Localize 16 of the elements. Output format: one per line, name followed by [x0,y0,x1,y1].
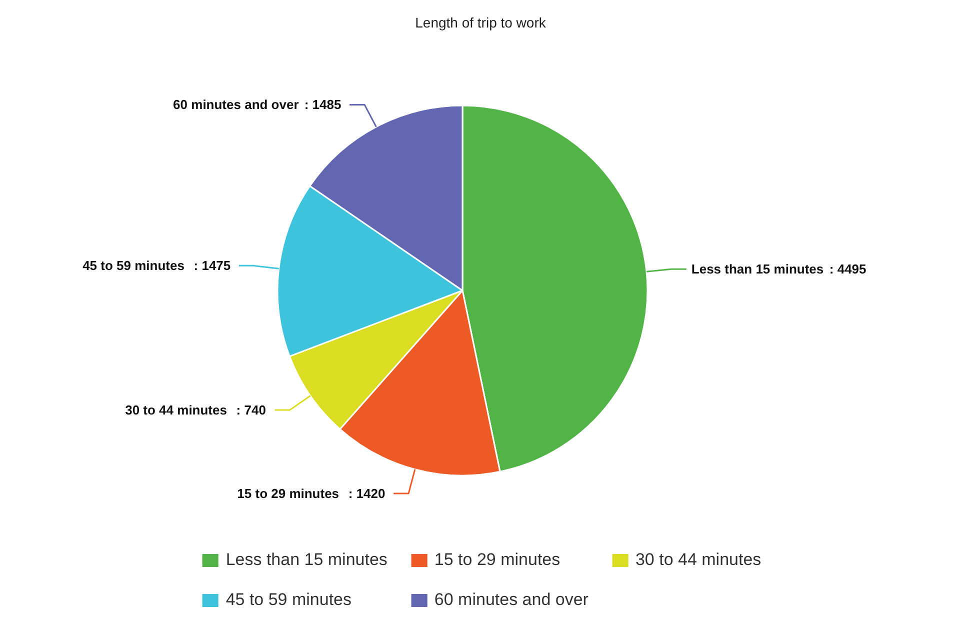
data-label: : 1475 [194,258,231,274]
legend-label: 30 to 44 minutes [635,550,762,570]
data-label: : 1420 [348,486,386,501]
slice-label: Less than 15 minutes [691,262,824,277]
slice-label: 30 to 44 minutes [125,402,227,418]
legend-label: 60 minutes and over [434,590,588,610]
slice-label: 45 to 59 minutes [82,258,184,274]
slice-label: 60 minutes and over [173,97,299,112]
data-label: : 4495 [829,262,866,277]
data-label: : 740 [236,402,266,418]
chart-title: Length of trip to work [415,14,547,30]
slice-label: 15 to 29 minutes [237,486,340,501]
legend-label: 45 to 59 minutes [226,590,352,610]
data-label: : 1485 [304,97,342,112]
legend-label: Less than 15 minutes [226,550,388,570]
legend-label: 15 to 29 minutes [434,550,560,570]
